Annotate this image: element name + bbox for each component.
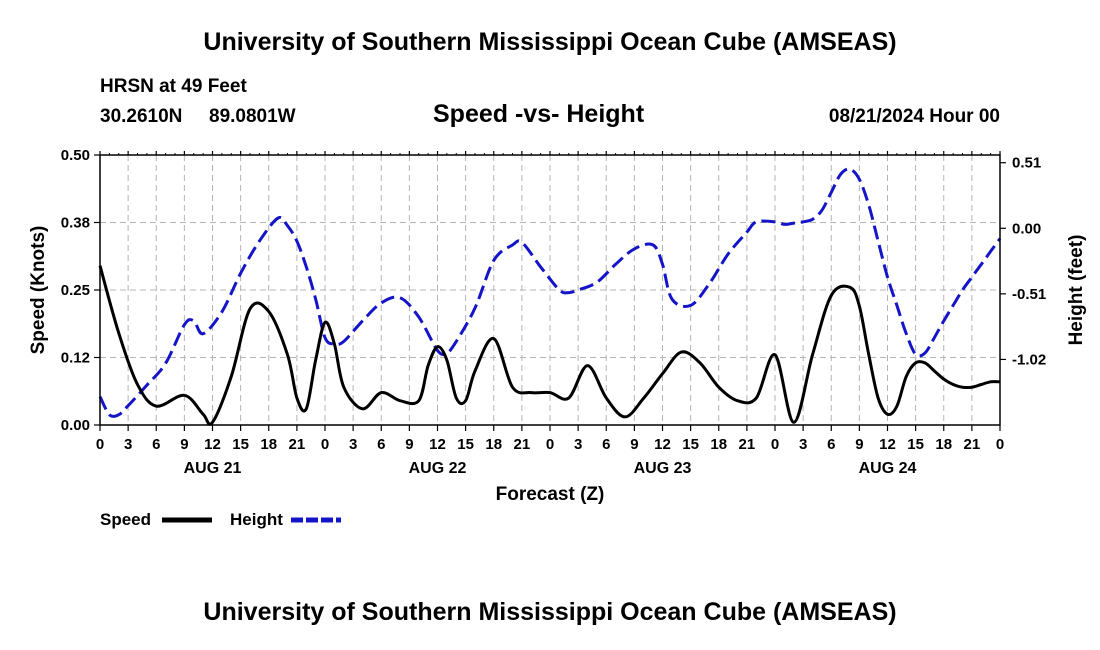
x-tick-label: 12	[654, 436, 671, 453]
chart-title: Speed -vs- Height	[433, 100, 645, 128]
station-longitude: 89.0801W	[209, 106, 296, 127]
axes: 0 3 6 9 12 15 18 21 0 3 6 9 12 15 18 21 0 3 6 9 12 15 18 21 0 3 6 9…	[28, 147, 1087, 505]
x-tick-label: 21	[289, 436, 306, 453]
x-tick-label: 15	[232, 436, 249, 453]
x-tick-label: 3	[574, 436, 582, 453]
y2-tick-label: 0.00	[1012, 220, 1041, 237]
x-tick-label: 15	[907, 436, 924, 453]
x-tick-label: 6	[602, 436, 610, 453]
y-tick-label: 0.12	[61, 350, 90, 367]
footer-title: University of Southern Mississippi Ocean…	[203, 598, 897, 626]
x-tick-label: 21	[739, 436, 756, 453]
x-tick-label: 12	[429, 436, 446, 453]
x-tick-label: 0	[996, 436, 1004, 453]
x-tick-label: 12	[879, 436, 896, 453]
x-tick-label: 9	[180, 436, 188, 453]
x-day-label: AUG 24	[859, 460, 917, 477]
x-tick-label: 18	[935, 436, 952, 453]
x-axis-label: Forecast (Z)	[496, 484, 605, 505]
station-latitude: 30.2610N	[100, 106, 183, 127]
x-tick-label: 6	[377, 436, 385, 453]
x-tick-label: 3	[124, 436, 132, 453]
legend: Speed Height	[100, 510, 341, 529]
y2-tick-label: -0.51	[1012, 286, 1046, 303]
report-title: University of Southern Mississippi Ocean…	[203, 28, 897, 56]
x-tick-label: 0	[771, 436, 779, 453]
y-tick-label: 0.38	[61, 215, 90, 232]
y-axis-label: Speed (Knots)	[28, 226, 49, 355]
y2-axis-label: Height (feet)	[1066, 235, 1087, 346]
x-tick-label: 3	[349, 436, 357, 453]
x-tick-label: 18	[710, 436, 727, 453]
x-tick-label: 18	[485, 436, 502, 453]
x-tick-label: 0	[321, 436, 329, 453]
x-tick-label: 0	[546, 436, 554, 453]
x-day-label: AUG 21	[184, 460, 242, 477]
x-tick-label: 9	[405, 436, 413, 453]
x-tick-label: 0	[96, 436, 104, 453]
speed-series-line	[98, 265, 1001, 426]
x-tick-label: 6	[827, 436, 835, 453]
x-tick-label: 15	[682, 436, 699, 453]
legend-speed-label: Speed	[100, 510, 151, 529]
x-tick-label: 15	[457, 436, 474, 453]
x-tick-label: 3	[799, 436, 807, 453]
x-day-label: AUG 22	[409, 460, 467, 477]
y-tick-label: 0.00	[61, 417, 90, 434]
x-tick-label: 18	[260, 436, 277, 453]
forecast-run-time: 08/21/2024 Hour 00	[828, 106, 1000, 127]
x-tick-label: 12	[204, 436, 221, 453]
height-series-line	[98, 167, 1002, 418]
x-tick-label: 9	[855, 436, 863, 453]
x-tick-label: 6	[152, 436, 160, 453]
x-tick-label: 21	[964, 436, 981, 453]
station-name: HRSN at 49 Feet	[100, 76, 247, 97]
x-tick-label: 21	[514, 436, 531, 453]
y-tick-label: 0.50	[61, 147, 90, 164]
y2-tick-label: -1.02	[1012, 351, 1046, 368]
gridlines	[100, 155, 1000, 425]
series-layer	[98, 167, 1002, 426]
y-tick-label: 0.25	[61, 282, 90, 299]
x-tick-label: 9	[630, 436, 638, 453]
legend-height-label: Height	[230, 510, 283, 529]
x-day-label: AUG 23	[634, 460, 692, 477]
y2-tick-label: 0.51	[1012, 155, 1041, 172]
